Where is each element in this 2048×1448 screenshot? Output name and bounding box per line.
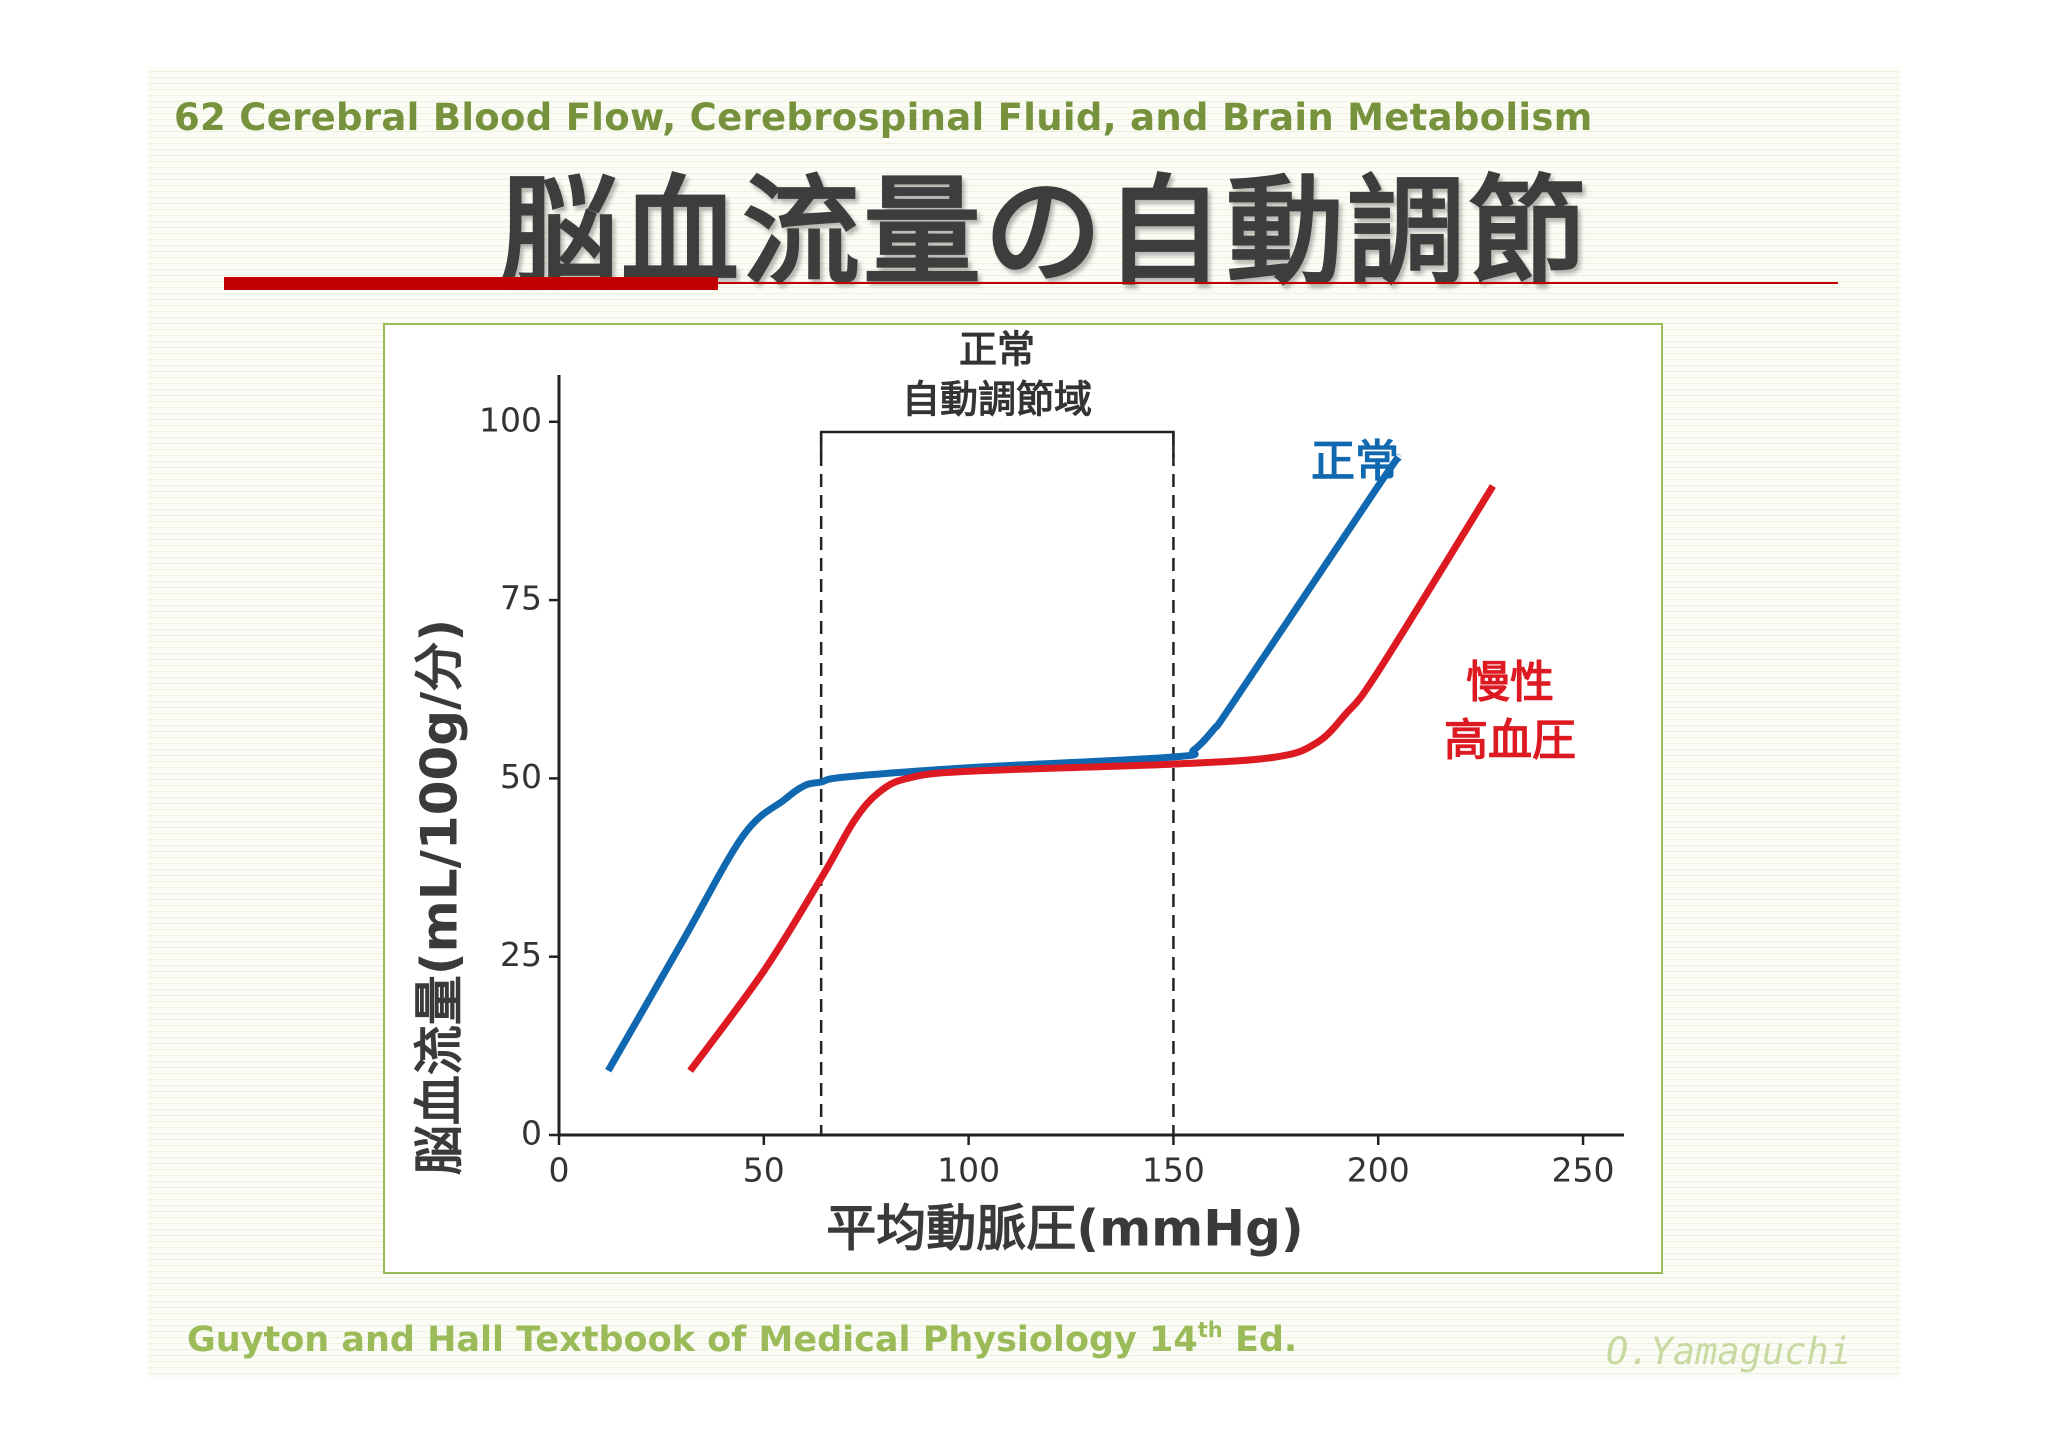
normal-flow-line [605,454,1402,1073]
x-tick-label: 50 [743,1151,785,1190]
y-tick-label: 25 [500,935,542,974]
x-tick-label: 0 [549,1151,570,1190]
y-tick-label: 0 [521,1114,542,1153]
source-text: Guyton and Hall Textbook of Medical Phys… [187,1320,1198,1360]
source-superscript: th [1197,1318,1223,1342]
x-tick-label: 100 [937,1151,1000,1190]
autoregulation-chart: 正常 自動調節域 平均動脈圧(mmHg) 脳血流量(mL/100g/分) 0 50… [411,328,1624,1258]
title-rule-thin [718,282,1838,284]
x-axis-label: 平均動脈圧(mmHg) [826,1200,1304,1258]
x-tick-label: 200 [1347,1151,1410,1190]
y-tick-label: 100 [479,400,542,439]
slide-subtitle: 62 Cerebral Blood Flow, Cerebrospinal Fl… [174,96,1593,139]
y-tick-label: 50 [500,757,542,796]
region-label-line2: 自動調節域 [902,378,1092,422]
series-label: 慢性 [1466,657,1554,708]
chronic-hypertension-line [687,484,1496,1073]
chart-panel: 正常 自動調節域 平均動脈圧(mmHg) 脳血流量(mL/100g/分) 0 50… [383,323,1663,1274]
x-tick-label: 150 [1142,1151,1205,1190]
source-suffix: Ed. [1222,1320,1298,1360]
region-bracket [819,430,1175,458]
source-citation: Guyton and Hall Textbook of Medical Phys… [187,1318,1297,1360]
title-rule-thick [224,277,718,290]
series-label: 正常 [1311,436,1399,487]
y-axis-label: 脳血流量(mL/100g/分) [411,619,469,1175]
y-tick-label: 75 [500,579,542,618]
x-tick-label: 250 [1552,1151,1615,1190]
region-label-line1: 正常 [959,328,1035,372]
series-label: 高血圧 [1444,715,1576,766]
author-credit: O.Yamaguchi [1606,1330,1852,1373]
